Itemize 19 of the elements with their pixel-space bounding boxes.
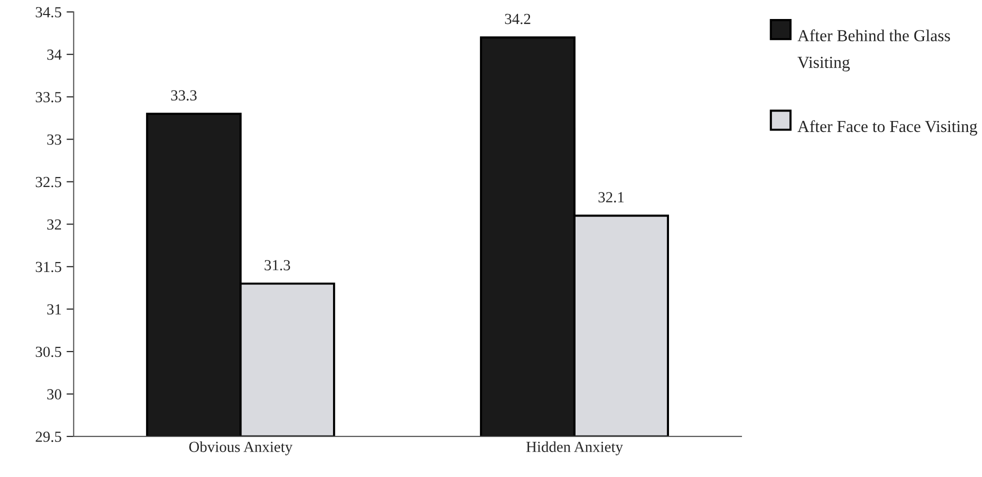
y-tick-label: 32 (47, 219, 61, 230)
data-label: 33.3 (171, 90, 197, 101)
x-tick-label: Hidden Anxiety (526, 441, 623, 456)
legend-label: After Behind the Glass Visiting (798, 29, 950, 72)
data-label: 34.2 (505, 14, 530, 24)
y-tick-label: 29.5 (36, 432, 62, 442)
y-tick-label: 33.5 (36, 92, 62, 102)
y-tick-label: 31.5 (36, 262, 62, 272)
legend-label: After Face to Face Visiting (798, 120, 978, 136)
y-tick-label: 30 (47, 389, 62, 400)
y-tick-label: 31 (47, 304, 61, 315)
data-label: 32.1 (598, 192, 624, 202)
y-tick-label: 32.5 (36, 176, 62, 188)
y-tick-label: 30.5 (36, 346, 62, 358)
data-label: 31.3 (264, 260, 290, 270)
y-tick-label: 34.5 (36, 7, 62, 18)
x-tick-label: Obvious Anxiety (189, 441, 293, 456)
y-tick-label: 34 (47, 50, 62, 60)
y-tick-label: 33 (47, 134, 62, 145)
